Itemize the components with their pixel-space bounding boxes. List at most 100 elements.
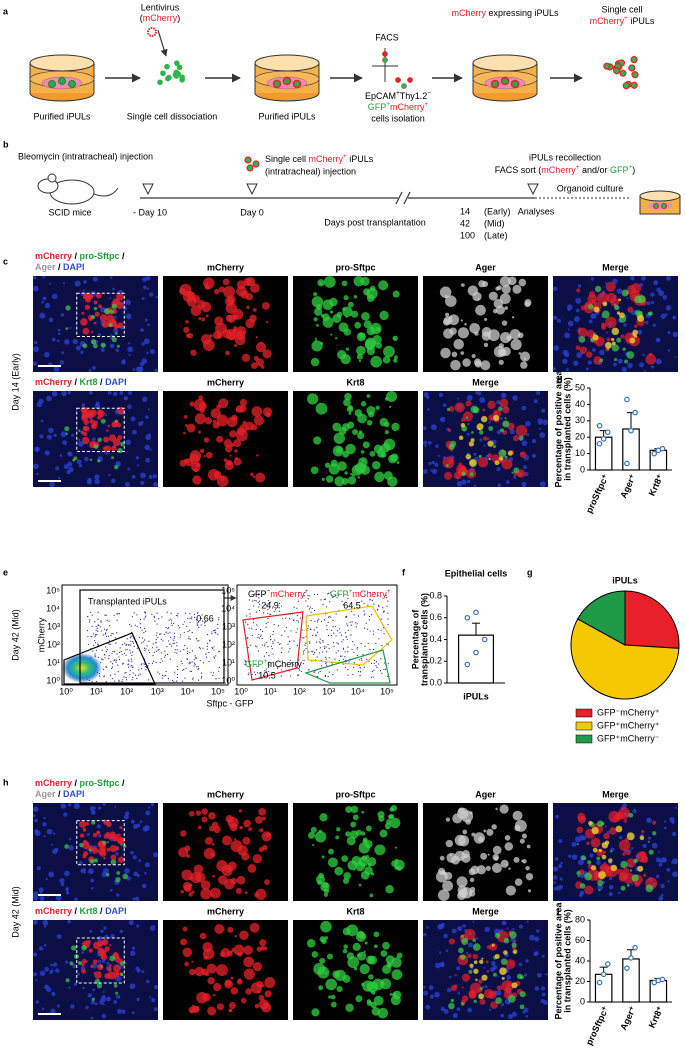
label-part: DAPI [105,906,127,916]
cell-signal [645,353,657,365]
cell-signal [67,920,71,924]
event [108,620,110,622]
cell-signal [48,317,54,323]
cell [401,83,407,89]
cell-signal [504,417,507,420]
event [136,677,138,680]
cell-signal [576,352,583,359]
cell-signal [444,471,453,480]
event [145,669,147,671]
dish-rim [472,54,538,72]
event [160,652,162,654]
event [145,648,147,650]
cell [382,51,388,57]
cell-signal [104,413,108,417]
facs-frame [236,584,398,686]
cell-signal [115,877,121,883]
event [117,664,119,666]
event [176,652,178,654]
cell-signal [498,456,504,461]
cell-signal [65,887,70,891]
event [319,670,321,673]
event [105,635,108,638]
event [372,676,374,678]
cell-signal [93,343,98,349]
event [317,672,320,674]
cell-signal [521,405,527,411]
cell-signal [264,977,276,988]
cell-signal [588,319,593,324]
event [132,672,134,674]
event [338,628,341,630]
cell-signal [347,301,354,308]
cell-signal [523,465,528,470]
event [262,674,265,677]
cell-signal [142,277,148,282]
label: Single cell [601,4,642,14]
event [304,591,306,594]
cell-signal [42,296,47,301]
event [301,637,303,639]
cell-signal [511,982,518,989]
cell-signal [647,836,652,840]
cell-signal [104,445,112,453]
cell-signal [608,858,613,863]
event [143,663,145,665]
cell-signal [672,315,677,320]
cell-signal [457,327,469,339]
label-part: mCherry [451,8,486,18]
label-part: mCherry [267,659,302,669]
event [91,625,93,627]
cell-signal [71,945,77,951]
event [387,623,389,626]
panel-letter: e [3,567,8,577]
cell-signal [42,822,47,827]
cell-signal [599,863,610,874]
event [170,622,173,624]
cell-signal [590,865,597,871]
cell-signal [148,474,153,479]
event [322,640,324,642]
cell-signal [51,391,58,397]
cell-signal [370,322,382,335]
cell-signal [468,969,473,974]
cell-signal [498,348,507,357]
cell-signal [89,806,95,812]
event [378,605,380,607]
cell-signal [608,876,613,881]
legend-swatch [575,721,593,731]
cell-signal [486,944,492,950]
event [218,651,220,653]
cell-signal [483,342,489,348]
cell-signal [35,447,40,452]
label-part: + [387,588,391,595]
cell-signal [445,295,457,307]
cell-signal [480,360,491,371]
cell-signal [617,358,623,364]
cell-signal [671,831,677,837]
cell-signal [197,825,202,830]
cell-signal [456,876,468,888]
cell-signal [149,448,152,451]
cell-signal [112,438,121,447]
cell-signal [519,1004,525,1010]
event [96,634,98,636]
event [355,626,357,628]
event [278,602,281,605]
event [256,672,259,674]
cell-signal [360,401,367,407]
event [112,633,114,635]
cell-signal [464,322,467,326]
cell-signal [468,441,475,447]
cell-signal [478,454,482,458]
event [173,642,176,644]
cell-signal [205,281,209,285]
event [385,594,387,596]
event [246,615,248,617]
event [261,644,264,646]
cell-signal [662,295,668,300]
dish-rim [639,190,681,202]
event [174,651,176,654]
cell-signal [578,327,588,338]
cell-signal [652,323,657,328]
